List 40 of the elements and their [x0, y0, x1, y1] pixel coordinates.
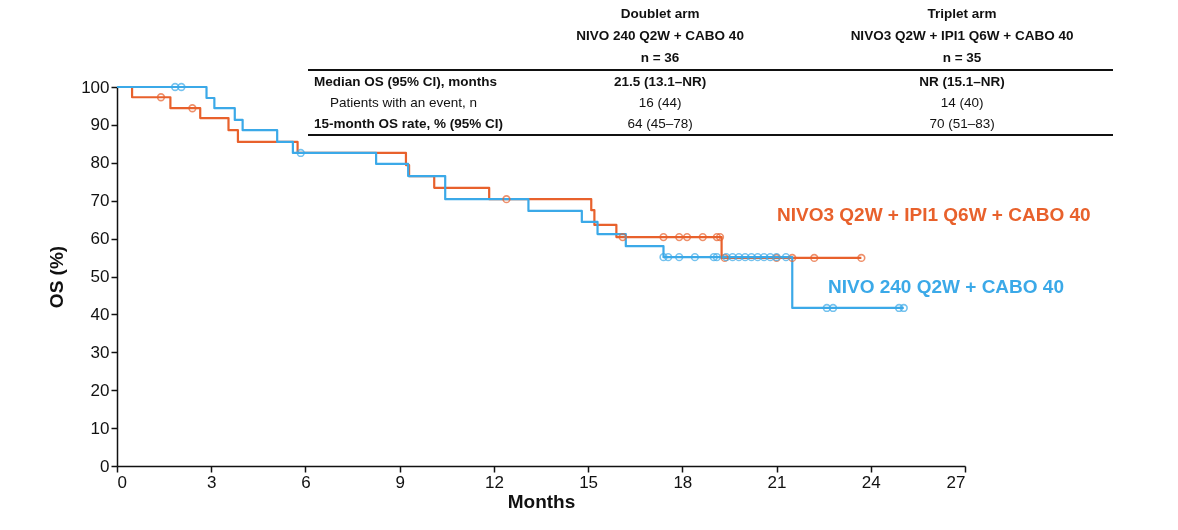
series-label: NIVO 240 Q2W + CABO 40 — [828, 276, 1064, 297]
x-tick-label: 15 — [579, 472, 599, 492]
x-tick-label: 24 — [861, 472, 881, 492]
annotation: 16 (44) — [637, 94, 683, 112]
x-axis-title: Months — [507, 490, 576, 512]
x-tick-label: 21 — [767, 472, 787, 492]
x-tick-label: 0 — [117, 472, 127, 492]
annotation: 14 (40) — [939, 94, 985, 112]
y-tick-label: 30 — [90, 342, 110, 362]
text: NIVO3 Q2W + IPI1 Q6W + CABO 40 — [850, 28, 1074, 43]
text: Triplet arm — [927, 6, 997, 21]
x-tick-label: 18 — [673, 472, 693, 492]
x-tick-label: 9 — [395, 472, 405, 492]
y-tick-label: 60 — [90, 229, 110, 249]
x-tick-label: 12 — [484, 472, 504, 492]
y-tick-label: 0 — [100, 456, 110, 476]
x-tick-label: 6 — [301, 472, 311, 492]
x-tick-label: 27 — [946, 472, 966, 492]
annotation: 64 (45–78) — [509, 113, 812, 135]
y-tick-label: 100 — [81, 77, 110, 97]
series-label: NIVO3 Q2W + IPI1 Q6W + CABO 40 — [777, 204, 1091, 225]
text: n = 36 — [640, 50, 680, 65]
y-tick-label: 80 — [90, 153, 110, 173]
text: n = 35 — [942, 50, 982, 65]
annotation: Median OS (95% CI), months — [308, 70, 510, 92]
y-tick-label: 50 — [90, 267, 110, 286]
y-tick-label: 20 — [90, 380, 110, 400]
y-tick-label: 70 — [90, 191, 110, 211]
annotation: NR (15.1–NR) — [811, 70, 1114, 92]
text: Doublet arm — [620, 6, 700, 21]
annotation: Patients with an event, n — [329, 94, 479, 112]
y-tick-label: 10 — [90, 418, 110, 438]
annotation: 15-month OS rate, % (95% CI) — [308, 113, 510, 135]
annotation: 21.5 (13.1–NR) — [509, 70, 812, 92]
y-axis-title: OS (%) — [46, 245, 68, 309]
y-tick-label: 40 — [90, 304, 110, 324]
annotation: 70 (51–83) — [811, 113, 1114, 135]
x-tick-label: 3 — [206, 472, 217, 492]
y-tick-label: 90 — [90, 115, 110, 135]
text: NIVO 240 Q2W + CABO 40 — [576, 28, 744, 43]
